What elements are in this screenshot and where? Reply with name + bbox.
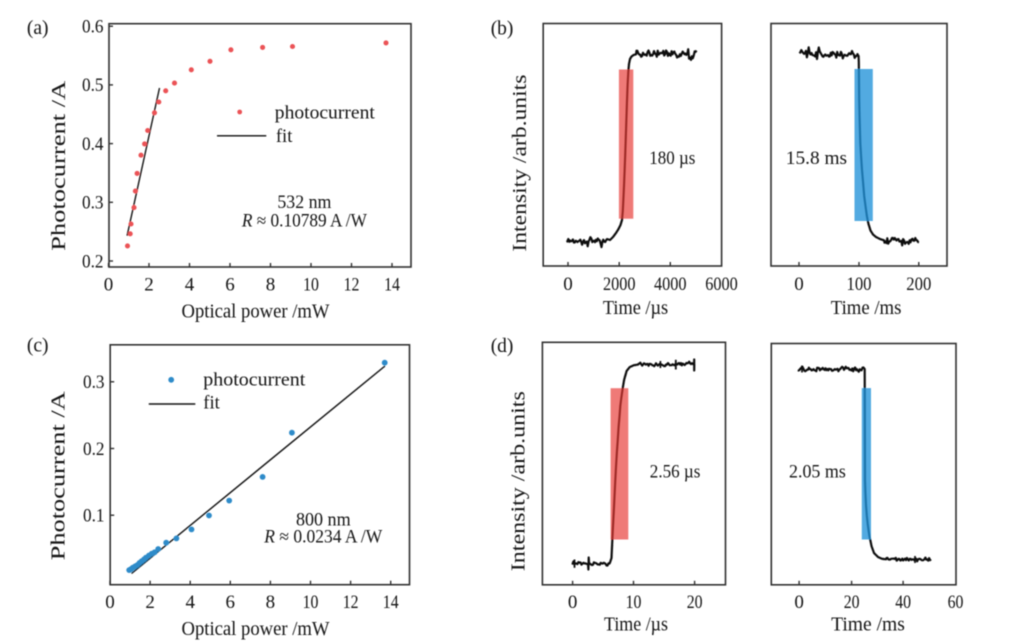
svg-text:6000: 6000 [705,274,738,295]
svg-text:0: 0 [794,592,804,613]
svg-text:photocurrent: photocurrent [203,370,306,390]
svg-text:180 µs: 180 µs [649,149,695,169]
svg-text:Photocurrent /A: Photocurrent /A [48,81,70,251]
svg-text:8: 8 [266,275,276,296]
svg-text:20: 20 [687,592,703,613]
svg-text:4: 4 [185,275,195,296]
svg-text:10: 10 [626,592,642,613]
svg-text:0.6: 0.6 [82,17,104,38]
svg-text:R ≈ 0.0234 A /W: R ≈ 0.0234 A /W [263,527,382,547]
svg-text:Time /µs: Time /µs [604,615,668,636]
svg-text:2: 2 [145,592,155,613]
svg-text:20: 20 [844,592,860,613]
svg-text:800 nm: 800 nm [296,511,351,531]
svg-text:10: 10 [303,275,319,296]
svg-text:Time /ms: Time /ms [831,615,905,636]
svg-text:(d): (d) [491,336,514,357]
svg-text:0.3: 0.3 [82,193,104,214]
svg-text:Time /µs: Time /µs [603,298,668,319]
svg-text:4: 4 [185,592,195,613]
svg-text:200: 200 [906,274,931,295]
svg-text:2.05 ms: 2.05 ms [789,463,846,483]
svg-text:6: 6 [226,592,236,613]
svg-text:12: 12 [343,592,359,613]
svg-text:40: 40 [895,592,911,613]
svg-text:0.1: 0.1 [83,506,105,527]
svg-text:Photocurrent /A: Photocurrent /A [47,391,69,560]
svg-text:fit: fit [276,127,293,147]
svg-text:2000: 2000 [603,274,636,295]
svg-text:(c): (c) [27,336,49,357]
svg-text:Optical power /mW: Optical power /mW [182,619,331,640]
svg-text:Intensity /arb.units: Intensity /arb.units [509,75,531,252]
svg-text:fit: fit [203,394,220,414]
svg-text:(b): (b) [491,18,514,39]
svg-text:0.4: 0.4 [82,134,104,155]
svg-text:photocurrent: photocurrent [275,103,376,123]
svg-text:0.5: 0.5 [82,75,104,96]
svg-text:60: 60 [948,592,964,613]
svg-text:0.2: 0.2 [83,439,105,460]
svg-text:14: 14 [384,275,400,296]
svg-text:R ≈ 0.10789 A /W: R ≈ 0.10789 A /W [241,211,367,231]
svg-text:Time /ms: Time /ms [831,298,902,319]
svg-text:2: 2 [144,275,154,296]
svg-text:Optical power /mW: Optical power /mW [182,302,331,323]
svg-text:14: 14 [383,592,399,613]
svg-text:Intensity /arb.units: Intensity /arb.units [508,391,530,571]
svg-text:0: 0 [105,592,115,613]
svg-text:0: 0 [568,592,578,613]
svg-text:(a): (a) [27,18,49,39]
svg-text:100: 100 [847,274,872,295]
svg-text:15.8 ms: 15.8 ms [786,149,847,169]
svg-text:6: 6 [225,275,235,296]
svg-text:8: 8 [266,592,276,613]
svg-text:0: 0 [794,274,804,295]
svg-text:12: 12 [344,275,360,296]
svg-text:0.3: 0.3 [83,372,105,393]
svg-text:0: 0 [563,274,573,295]
svg-text:2.56 µs: 2.56 µs [650,463,701,483]
svg-text:0.2: 0.2 [82,251,104,272]
svg-text:0: 0 [104,275,114,296]
svg-text:10: 10 [303,592,319,613]
svg-text:4000: 4000 [654,274,687,295]
svg-text:532 nm: 532 nm [277,193,332,213]
